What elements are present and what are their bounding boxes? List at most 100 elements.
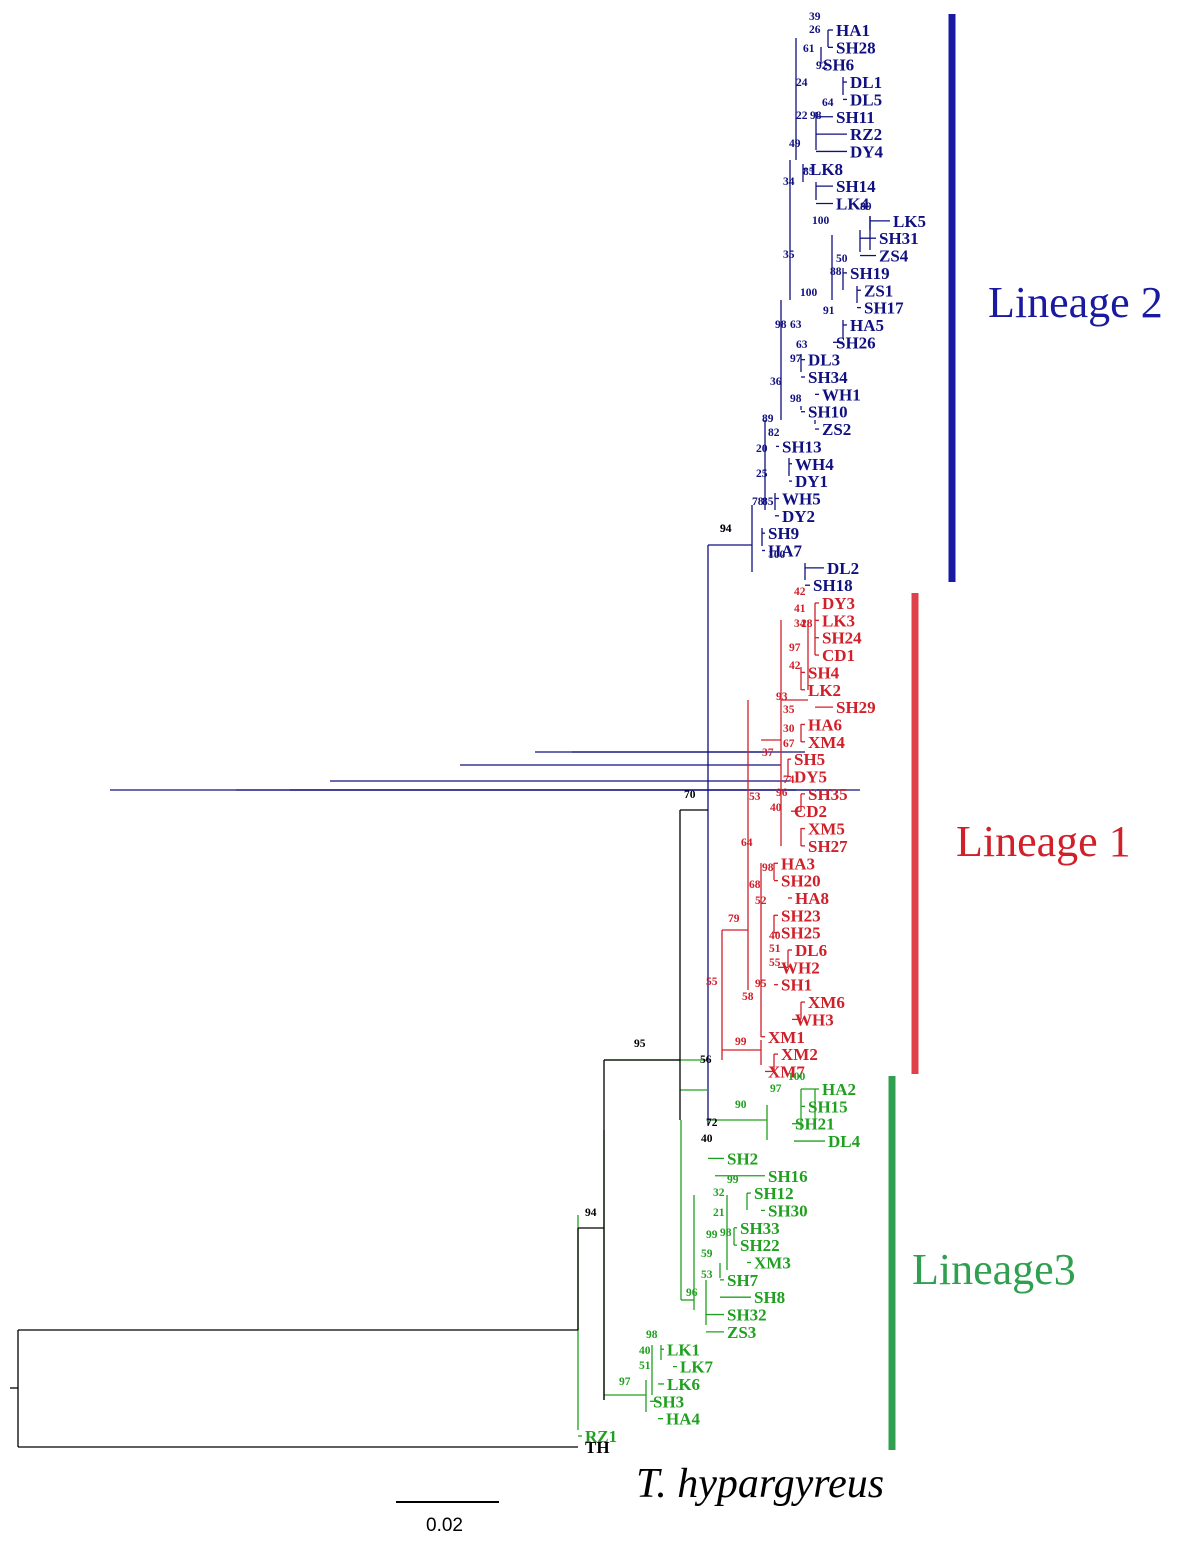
bootstrap-lineage2-29: 85 (762, 496, 774, 508)
bootstrap-lineage1-4: 97 (789, 642, 801, 654)
tip-label-dy5: DY5 (794, 768, 827, 787)
tip-label-dy4: DY4 (850, 142, 884, 161)
bootstrap-lineage1-23: 95 (755, 978, 767, 990)
bootstrap-lineage2-20: 63 (796, 339, 808, 351)
tip-label-xm6: XM6 (808, 993, 845, 1012)
tip-label-wh2: WH2 (781, 958, 820, 977)
tip-label-sh30: SH30 (768, 1201, 808, 1220)
bootstrap-lineage3-5: 21 (713, 1207, 725, 1219)
bootstrap-lineage2-23: 98 (790, 393, 802, 405)
tip-label-sh7: SH7 (727, 1271, 759, 1290)
bootstrap-lineage3-13: 51 (639, 1360, 651, 1372)
bootstrap-lineage2-10: 34 (783, 176, 795, 188)
bootstrap-lineage3-6: 98 (720, 1227, 732, 1239)
scale-bar-label: 0.02 (426, 1515, 463, 1536)
tip-label-sh2: SH2 (727, 1149, 758, 1168)
tip-label-sh9: SH9 (768, 524, 799, 543)
tip-label-dl6: DL6 (795, 941, 827, 960)
bootstrap-lineage2-28: 78 (752, 496, 764, 508)
tip-label-sh21: SH21 (795, 1115, 835, 1134)
tip-label-xm4: XM4 (808, 733, 845, 752)
bootstrap-lineage2-5: 64 (822, 97, 834, 109)
bootstrap-lineage2-25: 82 (768, 427, 780, 439)
tip-label-sh1: SH1 (781, 976, 812, 995)
bootstrap-lineage2-11: 89 (860, 201, 872, 213)
tip-label-wh1: WH1 (822, 385, 861, 404)
tip-label-sh10: SH10 (808, 403, 848, 422)
tip-label-sh24: SH24 (822, 629, 862, 648)
bootstrap-lineage1-3: 28 (801, 618, 813, 630)
tip-label-zs2: ZS2 (822, 420, 851, 439)
bootstrap-lineage1-14: 53 (749, 791, 761, 803)
tip-label-sh13: SH13 (782, 437, 822, 456)
bootstrap-lineage1-22: 79 (728, 913, 740, 925)
bootstrap-lineage1-13: 40 (770, 802, 782, 814)
tip-label-ha6: HA6 (808, 715, 842, 734)
tip-label-lk1: LK1 (667, 1340, 700, 1359)
tip-label-dy2: DY2 (782, 507, 815, 526)
lineage-3-label: Lineage3 (912, 1245, 1076, 1294)
tip-label-sh34: SH34 (808, 368, 848, 387)
lineage-2-label: Lineage 2 (988, 278, 1163, 327)
tip-label-sh6: SH6 (823, 56, 854, 75)
bootstrap-lineage2-13: 35 (783, 249, 795, 261)
bootstrap-lineage3-7: 99 (706, 1229, 718, 1241)
tip-label-sh32: SH32 (727, 1306, 767, 1325)
bootstrap-lineage2-1: 26 (809, 24, 821, 36)
bootstrap-lineage2-2: 61 (803, 43, 815, 55)
tip-label-sh4: SH4 (808, 663, 840, 682)
bootstrap-lineage2-8: 49 (789, 138, 801, 150)
tip-label-zs1: ZS1 (864, 281, 893, 300)
tip-label-sh25: SH25 (781, 924, 821, 943)
bootstrap-lineage2-24: 89 (762, 413, 774, 425)
tip-label-ha5: HA5 (850, 316, 884, 335)
tip-label-dl4: DL4 (828, 1132, 861, 1151)
tip-label-ha2: HA2 (822, 1080, 856, 1099)
tip-label-sh17: SH17 (864, 299, 904, 318)
tip-label-sh5: SH5 (794, 750, 825, 769)
tip-label-xm5: XM5 (808, 820, 845, 839)
bootstrap-lineage2-19: 63 (790, 319, 802, 331)
tip-label-sh20: SH20 (781, 872, 821, 891)
bootstrap-lineage1-20: 51 (769, 943, 781, 955)
bootstrap-lineage3-10: 96 (686, 1287, 698, 1299)
tip-label-sh8: SH8 (754, 1288, 785, 1307)
bootstrap-lineage3-9: 53 (701, 1269, 713, 1281)
tip-label-dy3: DY3 (822, 594, 855, 613)
tip-label-sh3: SH3 (653, 1392, 684, 1411)
bootstrap-lineage2-7: 98 (810, 110, 822, 122)
tip-label-sh16: SH16 (768, 1167, 808, 1186)
tip-label-sh28: SH28 (836, 38, 876, 57)
tip-label-sh18: SH18 (813, 576, 853, 595)
bootstrap-lineage3-0: 100 (788, 1071, 806, 1083)
tip-label-lk6: LK6 (667, 1375, 700, 1394)
tip-label-ha8: HA8 (795, 889, 829, 908)
tip-label-xm7: XM7 (768, 1062, 805, 1081)
bootstrap-backbone-5: 95 (634, 1038, 646, 1050)
bootstrap-lineage1-24: 58 (742, 991, 754, 1003)
bootstrap-lineage3-14: 97 (619, 1376, 631, 1388)
tip-label-sh31: SH31 (879, 229, 919, 248)
bootstrap-lineage3-1: 97 (770, 1083, 782, 1095)
tip-label-sh35: SH35 (808, 785, 848, 804)
bootstrap-lineage3-2: 90 (735, 1099, 747, 1111)
bootstrap-lineage1-18: 52 (755, 895, 767, 907)
bootstrap-lineage2-22: 36 (770, 376, 782, 388)
tip-label-cd1: CD1 (822, 646, 855, 665)
bootstrap-lineage3-4: 32 (713, 1187, 725, 1199)
bootstrap-lineage2-9: 85 (803, 166, 815, 178)
tip-label-sh11: SH11 (836, 108, 875, 127)
tip-label-dl3: DL3 (808, 351, 840, 370)
bootstrap-lineage1-11: 74 (783, 774, 795, 786)
bootstrap-lineage2-26: 20 (756, 443, 768, 455)
tip-label-dy1: DY1 (795, 472, 828, 491)
bootstrap-lineage2-6: 22 (796, 110, 808, 122)
tip-label-wh3: WH3 (795, 1010, 834, 1029)
bootstrap-lineage2-17: 91 (823, 305, 835, 317)
tip-label-sh29: SH29 (836, 698, 876, 717)
bootstrap-lineage1-1: 41 (794, 603, 806, 615)
tip-label-ha1: HA1 (836, 21, 870, 40)
tip-label-sh23: SH23 (781, 906, 821, 925)
lineage-1-label: Lineage 1 (956, 817, 1131, 866)
